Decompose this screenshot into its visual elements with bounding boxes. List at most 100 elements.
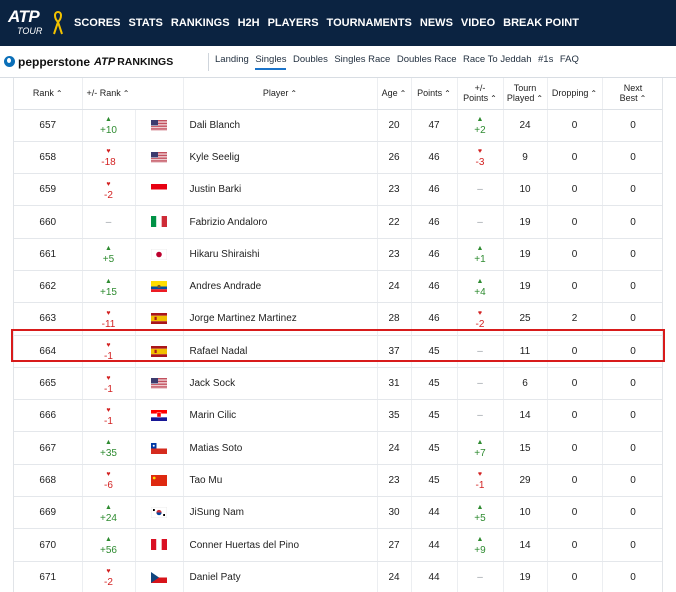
rankings-table-container[interactable]: Rank ⌃ +/- Rank ⌃ Player ⌃ Age ⌃ Points ⌃ +/-…	[13, 78, 663, 592]
rank-move-cell: ▲ +35	[82, 431, 136, 465]
next-best-cell: 0	[602, 109, 662, 142]
tab-landing[interactable]: Landing	[215, 53, 249, 65]
rank-move-up: ▲ +10	[83, 114, 135, 136]
table-row[interactable]: 671 ♥ -2 Daniel Paty 24 44–19 0 0	[14, 561, 662, 592]
nav-item-rankings[interactable]: RANKINGS	[170, 17, 230, 29]
rank-move-cell: ♥ -1	[82, 335, 136, 368]
table-row[interactable]: 660– Fabrizio Andaloro 22 46–19 0 0	[14, 205, 662, 239]
player-name-link[interactable]: Fabrizio Andaloro	[183, 205, 378, 239]
table-row[interactable]: 670 ▲ +56 Conner Huertas del Pino 27 44 ▲ +9 14 0…	[14, 528, 662, 562]
tournaments-played-cell: 15	[503, 431, 548, 465]
table-row[interactable]: 665 ♥ -1 Jack Sock 31 45–6 0 0	[14, 367, 662, 401]
rank-move-cell: ▲ +5	[82, 238, 136, 271]
spain-flag-icon	[151, 313, 167, 325]
points-move-cell: ♥ -1	[457, 464, 504, 498]
rank-move-cell: ♥ -1	[82, 367, 136, 401]
rank-move-cell: ▲ +56	[82, 528, 136, 562]
header-points-move[interactable]: +/- Points ⌃	[457, 78, 504, 110]
arrow-up-icon: ▲	[105, 277, 112, 285]
player-name-link[interactable]: Jack Sock	[183, 367, 378, 401]
dropping-cell: 0	[547, 141, 603, 175]
header-next-best[interactable]: Next Best ⌃	[602, 78, 662, 110]
player-name-link[interactable]: Dali Blanch	[183, 109, 378, 142]
next-best-cell: 0	[602, 367, 662, 401]
player-name-link[interactable]: Matias Soto	[183, 431, 378, 465]
table-header-row: Rank ⌃ +/- Rank ⌃ Player ⌃ Age ⌃ Points ⌃ +/-…	[14, 78, 662, 110]
tab-doubles-race[interactable]: Doubles Race	[396, 53, 457, 65]
player-name-link[interactable]: Conner Huertas del Pino	[183, 528, 378, 562]
player-name-link[interactable]: Marin Cilic	[183, 399, 378, 433]
rank-cell: 667	[14, 431, 83, 465]
header-rank[interactable]: Rank ⌃	[14, 78, 83, 110]
header-dropping[interactable]: Dropping ⌃	[547, 78, 603, 110]
rank-cell: 664	[14, 335, 83, 368]
player-name-link[interactable]: Jorge Martinez Martinez	[183, 302, 378, 336]
rank-cell: 661	[14, 238, 83, 271]
age-cell: 22	[377, 205, 412, 239]
age-cell: 23	[377, 238, 412, 271]
tab-singles-race[interactable]: Singles Race	[334, 53, 391, 65]
nav-item-news[interactable]: NEWS	[419, 17, 453, 29]
player-name-link[interactable]: Daniel Paty	[183, 561, 378, 592]
arrow-up-icon: ▲	[476, 116, 484, 124]
header-age[interactable]: Age ⌃	[377, 78, 412, 110]
points-cell: 44	[411, 496, 458, 530]
table-row[interactable]: 662 ▲ +15 Andres Andrade 24 46 ▲ +4 19 0 0	[14, 270, 662, 304]
player-name-link[interactable]: Kyle Seelig	[183, 141, 378, 175]
heart-down-icon: ♥	[106, 374, 111, 382]
tab-singles[interactable]: Singles	[255, 54, 287, 70]
age-cell: 20	[377, 109, 412, 142]
player-name-link[interactable]: Hikaru Shiraishi	[183, 238, 378, 271]
player-name-link[interactable]: JiSung Nam	[183, 496, 378, 530]
points-move-cell: –	[457, 399, 504, 433]
sort-icon: ⌃	[536, 93, 544, 103]
table-row[interactable]: 657 ▲ +10 Dali Blanch 20 47 ▲ +2 24 0 0	[14, 109, 662, 142]
table-row[interactable]: 659 ♥ -2 Justin Barki 23 46–10 0 0	[14, 173, 662, 207]
nav-item-break-point[interactable]: BREAK POINT	[503, 17, 579, 29]
rank-move-down: ♥ -11	[83, 308, 135, 330]
header-rank-move[interactable]: +/- Rank ⌃	[82, 78, 184, 110]
table-row[interactable]: 663 ♥ -11 Jorge Martinez Martinez 28 46 ♥ -2 25 2…	[14, 302, 662, 336]
dropping-cell: 2	[547, 302, 603, 336]
table-row[interactable]: 667 ▲ +35 Matias Soto 24 45 ▲ +7 15 0 0	[14, 431, 662, 465]
italy-flag-icon	[151, 216, 167, 228]
player-name-link[interactable]: Rafael Nadal	[183, 335, 378, 368]
table-row[interactable]: 669 ▲ +24 JiSung Nam 30 44 ▲ +5 10 0 0	[14, 496, 662, 530]
header-points[interactable]: Points ⌃	[411, 78, 458, 110]
nav-item-tournaments[interactable]: TOURNAMENTS	[326, 17, 412, 29]
points-cell: 45	[411, 335, 458, 368]
age-cell: 31	[377, 367, 412, 401]
tab-doubles[interactable]: Doubles	[292, 53, 328, 65]
player-name-link[interactable]: Andres Andrade	[183, 270, 378, 304]
arrow-up-icon: ▲	[476, 503, 484, 511]
tab-race-to-jeddah[interactable]: Race To Jeddah	[463, 53, 532, 65]
table-row[interactable]: 666 ♥ -1 Marin Cilic 35 45–14 0 0	[14, 399, 662, 433]
next-best-cell: 0	[602, 335, 662, 368]
arrow-up-icon: ▲	[105, 245, 112, 253]
player-name-link[interactable]: Justin Barki	[183, 173, 378, 207]
next-best-cell: 0	[602, 399, 662, 433]
nav-item-stats[interactable]: STATS	[128, 17, 163, 29]
nav-item-video[interactable]: VIDEO	[460, 17, 496, 29]
table-row[interactable]: 664 ♥ -1 Rafael Nadal 37 45–11 0 0	[14, 335, 662, 368]
header-player[interactable]: Player ⌃	[183, 78, 378, 110]
nav-item-h2h[interactable]: H2H	[237, 17, 260, 29]
table-row[interactable]: 658 ♥ -18 Kyle Seelig 26 46 ♥ -3 9 0 0	[14, 141, 662, 175]
dropping-cell: 0	[547, 561, 603, 592]
atp-tour-logo[interactable]: ATP TOUR	[4, 0, 68, 46]
tab-faq[interactable]: FAQ	[559, 53, 579, 65]
dropping-cell: 0	[547, 399, 603, 433]
rank-cell: 663	[14, 302, 83, 336]
nav-item-scores[interactable]: SCORES	[74, 17, 121, 29]
table-row[interactable]: 668 ♥ -6 Tao Mu 23 45 ♥ -1 29 0 0	[14, 464, 662, 498]
arrow-up-icon: ▲	[105, 536, 112, 543]
header-tournaments-played[interactable]: Tourn Played ⌃	[503, 78, 548, 110]
pepperstone-atp-rankings-brand[interactable]: pepperstone ATP RANKINGS	[4, 55, 204, 69]
table-row[interactable]: 661 ▲ +5 Hikaru Shiraishi 23 46 ▲ +1 19 0 0	[14, 238, 662, 271]
player-name-link[interactable]: Tao Mu	[183, 464, 378, 498]
tournaments-played-cell: 6	[503, 367, 548, 401]
rank-move-up: ▲ +56	[83, 534, 135, 556]
tab--1s[interactable]: #1s	[538, 53, 554, 65]
nav-item-players[interactable]: PLAYERS	[267, 17, 319, 29]
rank-move-cell: ▲ +15	[82, 270, 136, 304]
